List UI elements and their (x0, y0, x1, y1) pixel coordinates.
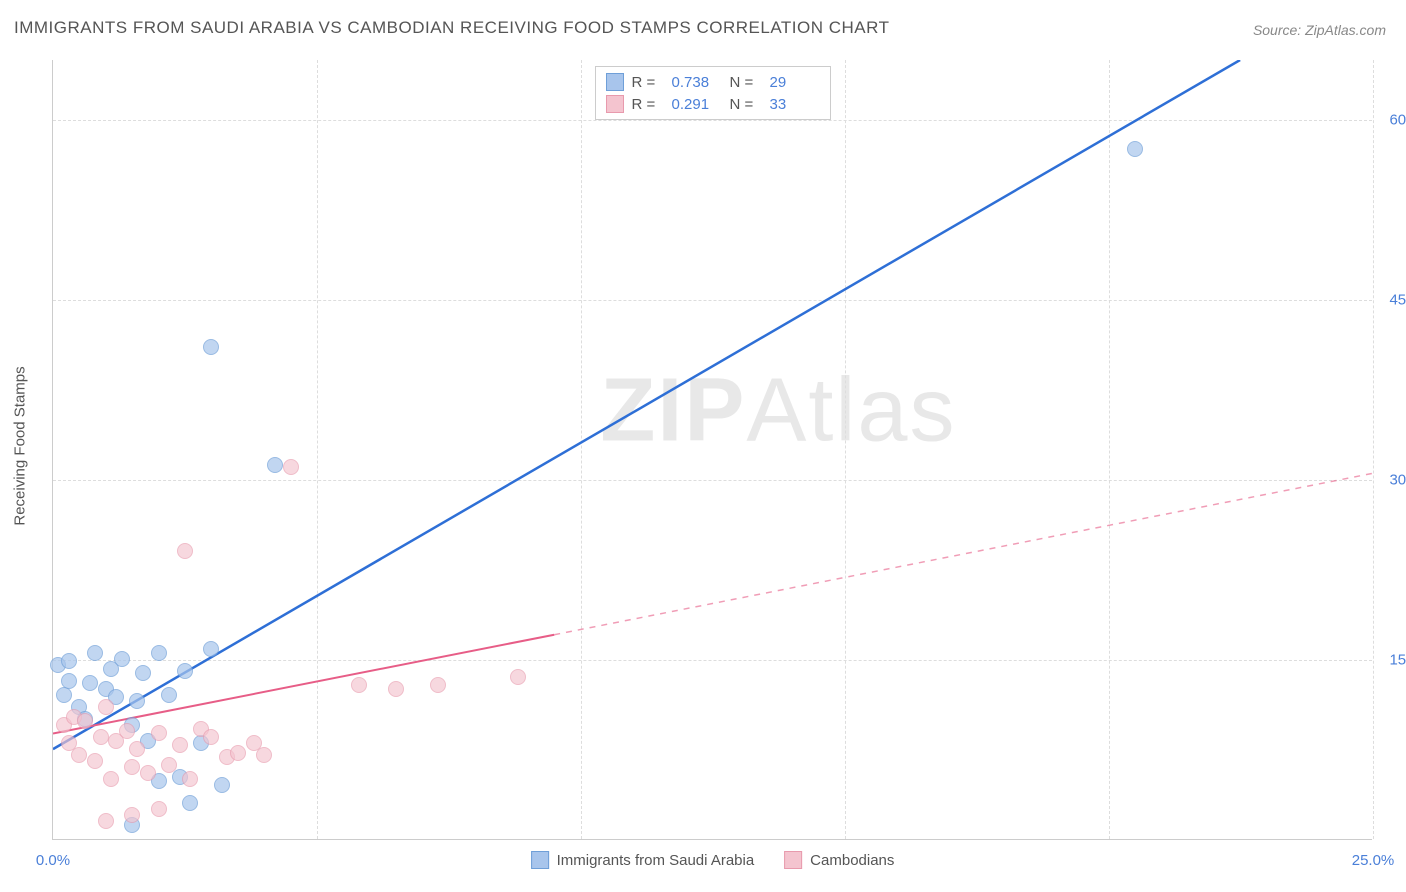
data-point (388, 681, 404, 697)
data-point (161, 687, 177, 703)
n-label: N = (730, 96, 762, 113)
gridline-v (1373, 60, 1374, 839)
data-point (129, 693, 145, 709)
series-legend: Immigrants from Saudi Arabia Cambodians (531, 851, 895, 869)
x-tick-label: 25.0% (1352, 852, 1395, 869)
gridline-h (53, 300, 1372, 301)
correlation-legend: R = 0.738 N = 29 R = 0.291 N = 33 (595, 66, 831, 120)
watermark-a: ZIP (600, 360, 746, 460)
data-point (214, 777, 230, 793)
plot-area: ZIPAtlas 15.0%30.0%45.0%60.0%0.0%25.0% R… (52, 60, 1372, 840)
data-point (203, 729, 219, 745)
data-point (203, 339, 219, 355)
data-point (283, 459, 299, 475)
data-point (182, 771, 198, 787)
data-point (119, 723, 135, 739)
r-value: 0.738 (672, 74, 722, 91)
legend-swatch (784, 851, 802, 869)
data-point (87, 645, 103, 661)
watermark: ZIPAtlas (600, 359, 956, 462)
x-tick-label: 0.0% (36, 852, 70, 869)
data-point (103, 661, 119, 677)
data-point (430, 677, 446, 693)
data-point (71, 747, 87, 763)
data-point (77, 713, 93, 729)
data-point (151, 801, 167, 817)
y-tick-label: 45.0% (1382, 292, 1406, 309)
data-point (230, 745, 246, 761)
gridline-v (845, 60, 846, 839)
data-point (140, 765, 156, 781)
legend-label: Cambodians (810, 852, 894, 869)
legend-swatch (606, 95, 624, 113)
legend-item: Cambodians (784, 851, 894, 869)
data-point (124, 759, 140, 775)
data-point (510, 669, 526, 685)
n-value: 29 (770, 74, 820, 91)
data-point (351, 677, 367, 693)
data-point (98, 813, 114, 829)
y-axis-label: Receiving Food Stamps (12, 366, 29, 525)
data-point (82, 675, 98, 691)
source-attribution: Source: ZipAtlas.com (1253, 22, 1386, 38)
data-point (93, 729, 109, 745)
y-tick-label: 30.0% (1382, 472, 1406, 489)
chart-title: IMMIGRANTS FROM SAUDI ARABIA VS CAMBODIA… (14, 18, 890, 38)
gridline-v (317, 60, 318, 839)
r-label: R = (632, 74, 664, 91)
data-point (124, 807, 140, 823)
data-point (267, 457, 283, 473)
data-point (61, 653, 77, 669)
gridline-v (1109, 60, 1110, 839)
data-point (87, 753, 103, 769)
gridline-h (53, 120, 1372, 121)
n-value: 33 (770, 96, 820, 113)
data-point (172, 737, 188, 753)
data-point (151, 645, 167, 661)
data-point (129, 741, 145, 757)
data-point (98, 699, 114, 715)
n-label: N = (730, 74, 762, 91)
r-value: 0.291 (672, 96, 722, 113)
gridline-h (53, 480, 1372, 481)
data-point (61, 673, 77, 689)
y-tick-label: 60.0% (1382, 112, 1406, 129)
data-point (103, 771, 119, 787)
data-point (135, 665, 151, 681)
legend-swatch (606, 73, 624, 91)
data-point (177, 543, 193, 559)
data-point (1127, 141, 1143, 157)
data-point (177, 663, 193, 679)
trend-lines (53, 60, 1372, 839)
data-point (56, 687, 72, 703)
legend-swatch (531, 851, 549, 869)
data-point (161, 757, 177, 773)
data-point (256, 747, 272, 763)
legend-row: R = 0.291 N = 33 (606, 93, 820, 115)
gridline-h (53, 660, 1372, 661)
legend-item: Immigrants from Saudi Arabia (531, 851, 755, 869)
y-tick-label: 15.0% (1382, 652, 1406, 669)
data-point (151, 725, 167, 741)
legend-row: R = 0.738 N = 29 (606, 71, 820, 93)
gridline-v (581, 60, 582, 839)
data-point (203, 641, 219, 657)
legend-label: Immigrants from Saudi Arabia (557, 852, 755, 869)
watermark-b: Atlas (746, 360, 956, 460)
r-label: R = (632, 96, 664, 113)
data-point (182, 795, 198, 811)
